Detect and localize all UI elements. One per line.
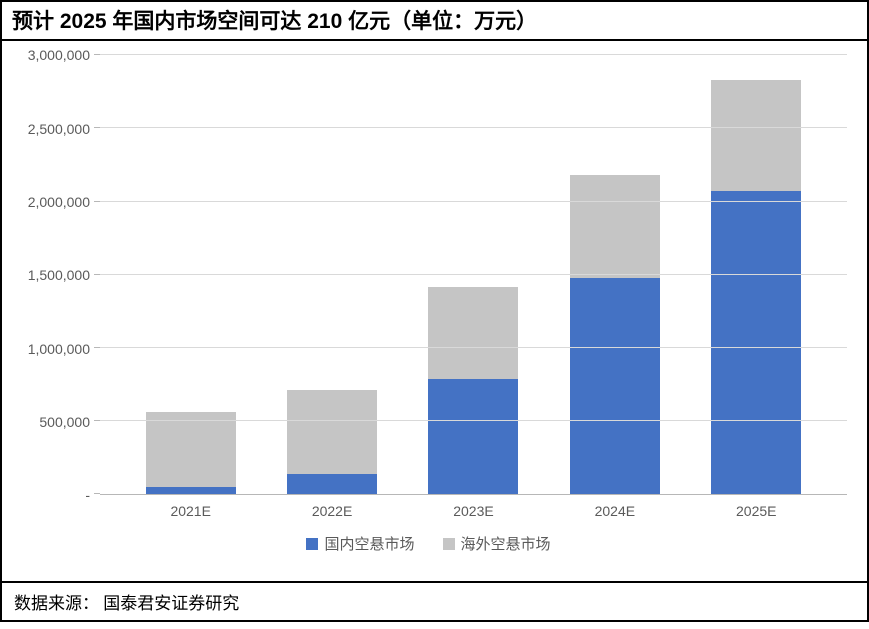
grid-line — [100, 420, 847, 421]
grid-line — [100, 347, 847, 348]
plot: -500,0001,000,0001,500,0002,000,0002,500… — [10, 55, 847, 495]
legend-swatch — [306, 538, 318, 550]
x-tick-label: 2023E — [428, 503, 518, 519]
legend-item: 国内空悬市场 — [306, 533, 414, 554]
y-axis: -500,0001,000,0001,500,0002,000,0002,500… — [10, 55, 100, 495]
bar — [146, 55, 236, 494]
source-value: 国泰君安证券研究 — [103, 594, 239, 613]
y-tick-mark — [94, 493, 100, 494]
chart-body: - 500,000 1,000,000 1,500,000 2,000,000 2,500… — [0, 39, 869, 583]
y-tick-label: - — [85, 487, 90, 503]
plot-area — [100, 55, 847, 495]
bar-segment — [287, 390, 377, 473]
y-tick-mark — [94, 201, 100, 202]
legend-label: 海外空悬市场 — [461, 533, 551, 554]
y-tick-label: 2,000,000 — [28, 194, 90, 210]
bar-segment — [711, 191, 801, 494]
bar-segment — [146, 487, 236, 494]
y-tick-label: 500,000 — [39, 414, 90, 430]
y-tick-mark — [94, 274, 100, 275]
y-tick-label: 2,500,000 — [28, 121, 90, 137]
y-tick-label: 3,000,000 — [28, 47, 90, 63]
chart-title: 预计 2025 年国内市场空间可达 210 亿元（单位：万元） — [0, 0, 869, 39]
bar-segment — [287, 474, 377, 494]
grid-line — [100, 274, 847, 275]
grid-line — [100, 201, 847, 202]
y-tick-mark — [94, 127, 100, 128]
x-tick-label: 2022E — [287, 503, 377, 519]
source-line: 数据来源： 国泰君安证券研究 — [0, 583, 869, 622]
grid-line — [100, 54, 847, 55]
bar-segment — [570, 175, 660, 277]
grid-line — [100, 127, 847, 128]
bar-segment — [570, 278, 660, 495]
y-tick-label: 1,000,000 — [28, 341, 90, 357]
bars-group — [100, 55, 847, 494]
x-tick-label: 2025E — [711, 503, 801, 519]
legend-swatch — [443, 538, 455, 550]
bar-segment — [146, 412, 236, 487]
y-tick-mark — [94, 347, 100, 348]
y-tick-mark — [94, 420, 100, 421]
source-label: 数据来源： — [14, 594, 99, 613]
bar — [287, 55, 377, 494]
bar-segment — [428, 287, 518, 379]
legend-item: 海外空悬市场 — [443, 533, 551, 554]
figure-container: 预计 2025 年国内市场空间可达 210 亿元（单位：万元） - 500,000… — [0, 0, 869, 629]
legend: 国内空悬市场 海外空悬市场 — [10, 533, 847, 554]
y-tick-mark — [94, 54, 100, 55]
bar-segment — [428, 379, 518, 495]
bar-segment — [711, 80, 801, 191]
x-tick-label: 2024E — [570, 503, 660, 519]
x-axis-labels: 2021E 2022E 2023E 2024E 2025E — [100, 495, 847, 519]
bar — [428, 55, 518, 494]
bar — [711, 55, 801, 494]
x-tick-label: 2021E — [146, 503, 236, 519]
bar — [570, 55, 660, 494]
legend-label: 国内空悬市场 — [324, 533, 414, 554]
y-tick-label: 1,500,000 — [28, 267, 90, 283]
